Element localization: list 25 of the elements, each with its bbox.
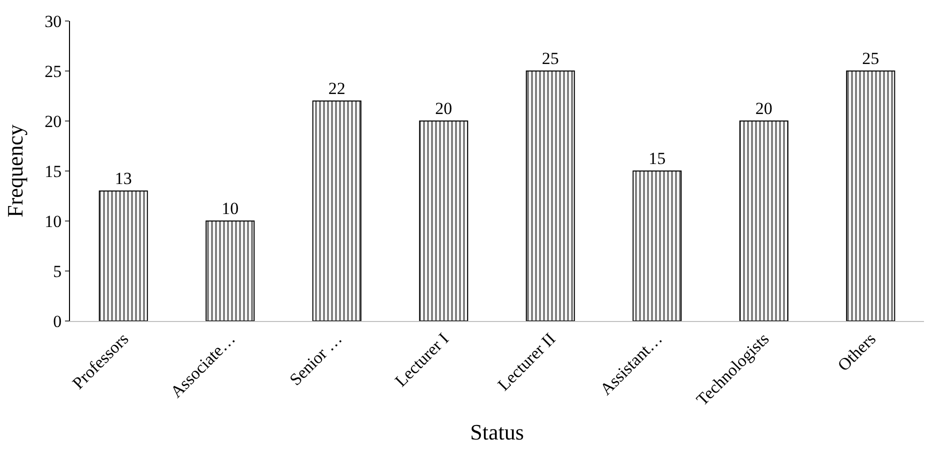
y-tick-label: 30 xyxy=(44,12,62,31)
y-tick-label: 20 xyxy=(44,112,62,131)
bar xyxy=(526,70,575,321)
data-label: 13 xyxy=(114,169,132,188)
bar xyxy=(846,70,896,321)
y-tick-label: 10 xyxy=(44,212,62,231)
data-label: 22 xyxy=(328,79,346,98)
bar xyxy=(206,220,255,321)
y-tick-label: 15 xyxy=(44,162,62,181)
data-label: 25 xyxy=(862,49,880,68)
x-axis-title: Status xyxy=(470,419,524,444)
bar xyxy=(632,170,682,321)
bar xyxy=(312,100,362,321)
data-label: 25 xyxy=(542,49,559,68)
y-tick-label: 25 xyxy=(44,62,62,81)
bar xyxy=(739,120,788,321)
data-label: 20 xyxy=(755,99,772,118)
y-tick-label: 0 xyxy=(53,312,62,331)
bar xyxy=(98,190,148,321)
data-label: 10 xyxy=(222,199,239,218)
y-tick-label: 5 xyxy=(53,262,62,281)
data-label: 15 xyxy=(648,149,666,168)
data-label: 20 xyxy=(435,99,452,118)
y-axis-title: Frequency xyxy=(2,124,28,218)
bar xyxy=(419,120,468,321)
